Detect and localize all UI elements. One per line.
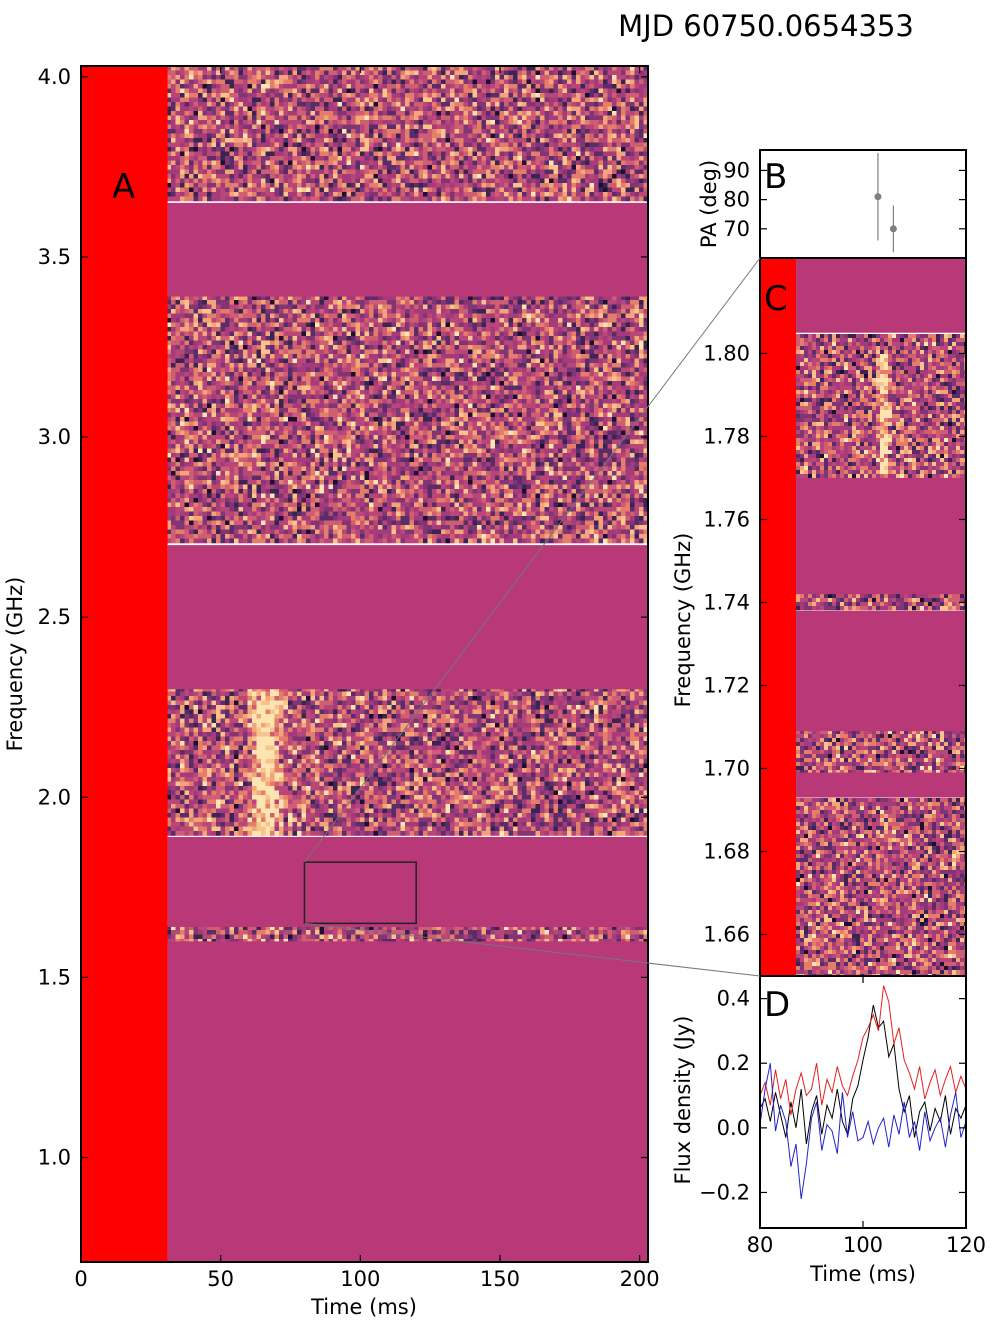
x-tick-label: 100 bbox=[340, 1267, 380, 1291]
masked-band bbox=[796, 477, 966, 595]
y-tick-label: 1.0 bbox=[38, 1146, 71, 1170]
x-tick-label: 150 bbox=[480, 1267, 520, 1291]
x-tick-label: 50 bbox=[207, 1267, 234, 1291]
y-tick-label: 90 bbox=[723, 158, 750, 182]
y-tick-label: 3.0 bbox=[38, 425, 71, 449]
y-axis-label: Flux density (Jy) bbox=[671, 1015, 695, 1184]
profile-line-total bbox=[760, 1004, 966, 1145]
panel-label-c: C bbox=[764, 279, 788, 319]
panel-c-zoomed-spectrum: 1.66 1.68 1.70 1.72 1.74 1.76 1.78 1.80 Frequenc… bbox=[671, 257, 967, 977]
zoom-connector-lines bbox=[304, 257, 761, 977]
y-axis-label: Frequency (GHz) bbox=[3, 577, 27, 752]
y-tick-label: 1.68 bbox=[703, 839, 750, 863]
panel-a-dynamic-spectrum: 1.0 1.5 2.0 2.5 3.0 3.5 4.0 0 50 100 150 200 Frequen… bbox=[3, 65, 660, 1319]
profile-line-linear bbox=[760, 985, 966, 1115]
y-tick-label: 80 bbox=[723, 188, 750, 212]
x-tick-label: 0 bbox=[74, 1267, 87, 1291]
y-tick-label: 1.74 bbox=[703, 590, 750, 614]
pa-point bbox=[889, 225, 897, 233]
noise-field bbox=[760, 258, 966, 976]
y-tick-label: 4.0 bbox=[38, 65, 71, 89]
y-tick-label: 2.5 bbox=[38, 605, 71, 629]
flagged-region bbox=[760, 258, 797, 976]
x-tick-label: 200 bbox=[620, 1267, 660, 1291]
masked-band bbox=[796, 610, 966, 732]
y-tick-label: 1.5 bbox=[38, 965, 71, 989]
noise-field bbox=[81, 66, 648, 1262]
y-tick-label: 1.66 bbox=[703, 922, 750, 946]
y-tick-label: 0.4 bbox=[717, 987, 750, 1011]
masked-band bbox=[167, 545, 648, 690]
y-tick-label: 1.80 bbox=[703, 341, 750, 365]
masked-band bbox=[796, 258, 966, 333]
panel-label-b: B bbox=[764, 157, 787, 197]
panel-b-bg bbox=[760, 150, 966, 258]
panel-d-flux-profile: −0.2 0.0 0.2 0.4 80 100 120 Flux density (Jy) Ti… bbox=[671, 975, 986, 1286]
panel-label-d: D bbox=[764, 985, 790, 1025]
x-tick-label: 120 bbox=[946, 1233, 986, 1257]
panel-label-a: A bbox=[112, 167, 135, 207]
flagged-region bbox=[81, 66, 168, 1262]
y-axis-label: Frequency (GHz) bbox=[671, 533, 695, 708]
y-tick-label: 0.0 bbox=[717, 1116, 750, 1140]
connector-top bbox=[304, 257, 761, 863]
masked-band bbox=[167, 941, 648, 1262]
x-tick-label: 100 bbox=[843, 1233, 883, 1257]
figure-title: MJD 60750.0654353 bbox=[618, 9, 914, 43]
profile-line-circular bbox=[760, 1063, 966, 1199]
y-tick-label: 70 bbox=[723, 217, 750, 241]
masked-band bbox=[167, 836, 648, 927]
y-tick-label: 1.78 bbox=[703, 424, 750, 448]
masked-band bbox=[167, 202, 648, 297]
connector-bottom bbox=[304, 922, 761, 977]
x-axis-label: Time (ms) bbox=[809, 1262, 916, 1286]
panel-d-bg bbox=[760, 976, 966, 1228]
y-axis-label: PA (deg) bbox=[697, 160, 721, 248]
pa-point bbox=[874, 193, 882, 201]
y-tick-label: 1.72 bbox=[703, 673, 750, 697]
y-tick-label: −0.2 bbox=[699, 1180, 750, 1204]
x-tick-label: 80 bbox=[747, 1233, 774, 1257]
masked-band bbox=[796, 772, 966, 798]
panel-a-frame bbox=[80, 65, 649, 1263]
x-axis-label: Time (ms) bbox=[310, 1295, 417, 1319]
y-tick-label: 0.2 bbox=[717, 1051, 750, 1075]
y-tick-label: 2.0 bbox=[38, 785, 71, 809]
y-tick-label: 1.70 bbox=[703, 756, 750, 780]
y-tick-label: 1.76 bbox=[703, 507, 750, 531]
inset-box bbox=[303, 861, 417, 925]
y-tick-label: 3.5 bbox=[38, 245, 71, 269]
